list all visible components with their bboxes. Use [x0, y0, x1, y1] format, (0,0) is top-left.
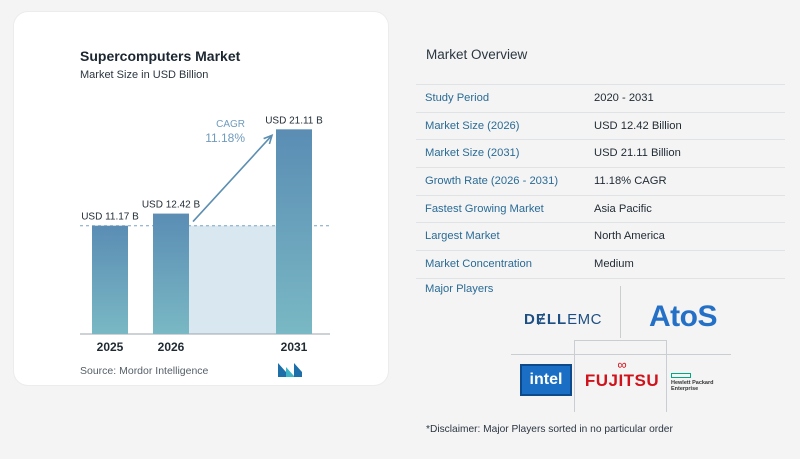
cagr-arrow-line — [192, 134, 273, 223]
overview-label: Fastest Growing Market — [425, 202, 544, 215]
cagr-label: CAGR — [216, 119, 245, 130]
major-players-title: Major Players — [425, 283, 494, 295]
overview-row: Market Size (2026) USD 12.42 Billion — [416, 113, 785, 141]
overview-value: USD 21.11 Billion — [594, 147, 681, 160]
data-label-2025: USD 11.17 B — [81, 212, 139, 223]
logo-divider — [666, 340, 667, 412]
bar-2031 — [276, 129, 312, 334]
source-text: Source: Mordor Intelligence — [80, 365, 209, 377]
overview-label: Largest Market — [425, 230, 500, 243]
overview-value: Asia Pacific — [594, 202, 652, 215]
overview-title: Market Overview — [426, 47, 528, 62]
overview-value: 2020 - 2031 — [594, 92, 654, 104]
fujitsu-infinity-icon: ∞ — [617, 356, 627, 372]
overview-row: Market Concentration Medium — [416, 251, 785, 279]
bar-2025 — [92, 225, 128, 334]
dell-emc-logo: DɆLL EMC — [513, 306, 613, 332]
overview-label: Growth Rate (2026 - 2031) — [425, 175, 559, 188]
hpe-element-icon — [671, 372, 691, 378]
cagr-arrowhead-icon — [263, 133, 274, 145]
cagr-value: 11.18% — [205, 131, 245, 145]
x-tick-label-2026: 2026 — [158, 340, 185, 354]
x-tick-label-2025: 2025 — [97, 340, 124, 354]
mordor-intelligence-logo-icon — [278, 363, 302, 377]
chart-subtitle: Market Size in USD Billion — [80, 69, 209, 81]
logo-divider — [511, 354, 731, 355]
logo-divider — [620, 286, 621, 338]
intel-logo: intel — [520, 364, 572, 396]
fujitsu-logo: ∞ FUJITSU — [579, 352, 665, 397]
hpe-logo-line2: Enterprise — [671, 385, 699, 392]
overview-value: 11.18% CAGR — [594, 175, 667, 188]
overview-label: Market Size (2026) — [425, 119, 520, 132]
atos-logo: AtoS — [649, 300, 718, 333]
overview-label: Study Period — [425, 92, 490, 104]
overview-row: Study Period 2020 - 2031 — [416, 84, 785, 113]
cagr-band — [189, 225, 276, 334]
overview-value: Medium — [594, 258, 634, 271]
data-label-2031: USD 21.11 B — [265, 115, 323, 126]
bar-chart: USD 11.17 B 2025 USD 12.42 B 2026 USD 21.11 … — [80, 115, 330, 354]
chart-title: Supercomputers Market — [80, 48, 241, 64]
overview-row: Market Size (2031) USD 21.11 Billion — [416, 140, 785, 169]
overview-value: USD 12.42 Billion — [594, 119, 682, 132]
hpe-logo: Hewlett Packard Enterprise — [671, 368, 729, 396]
overview-row: Growth Rate (2026 - 2031) 11.18% CAGR — [416, 168, 785, 196]
hpe-logo-line1: Hewlett Packard — [671, 379, 714, 386]
overview-value: North America — [594, 230, 665, 243]
logo-divider — [574, 340, 667, 341]
emc-logo-text: EMC — [567, 310, 602, 328]
fujitsu-logo-text: FUJITSU — [584, 370, 660, 390]
overview-row: Largest Market North America — [416, 223, 785, 252]
overview-label: Market Concentration — [425, 258, 532, 271]
overview-table: Study Period 2020 - 2031 Market Size (20… — [416, 84, 785, 279]
x-tick-label-2031: 2031 — [281, 340, 308, 354]
overview-label: Market Size (2031) — [425, 147, 520, 160]
overview-row: Fastest Growing Market Asia Pacific — [416, 196, 785, 224]
data-label-2026: USD 12.42 B — [142, 200, 201, 211]
disclaimer-text: *Disclaimer: Major Players sorted in no … — [426, 424, 673, 435]
dell-logo-text: DɆLL — [523, 310, 568, 328]
logo-divider — [574, 340, 575, 412]
bar-2026 — [153, 213, 189, 334]
